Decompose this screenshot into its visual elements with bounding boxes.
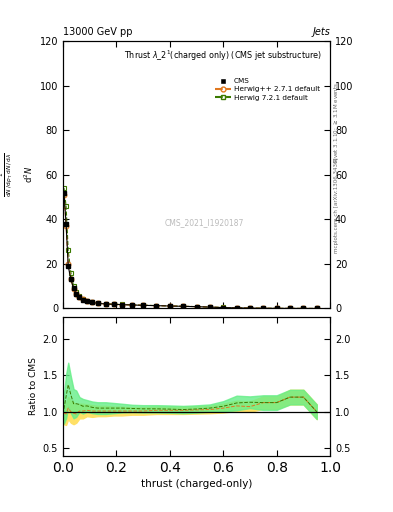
Text: mcplots.cern.ch [arXiv:1306.3436]: mcplots.cern.ch [arXiv:1306.3436]	[334, 157, 338, 252]
Y-axis label: $\frac{1}{\mathrm{d}N\,/\,\mathrm{d}p_\mathrm{T}\;\mathrm{d}N\,/\,\mathrm{d}\lam: $\frac{1}{\mathrm{d}N\,/\,\mathrm{d}p_\m…	[0, 152, 35, 197]
Text: CMS_2021_I1920187: CMS_2021_I1920187	[165, 218, 244, 227]
Text: Thrust $\lambda$_2$^1$(charged only) (CMS jet substructure): Thrust $\lambda$_2$^1$(charged only) (CM…	[124, 49, 322, 63]
Legend: CMS, Herwig++ 2.7.1 default, Herwig 7.2.1 default: CMS, Herwig++ 2.7.1 default, Herwig 7.2.…	[213, 77, 321, 102]
Text: 13000 GeV pp: 13000 GeV pp	[63, 27, 132, 37]
Text: Jets: Jets	[312, 27, 330, 37]
Y-axis label: Ratio to CMS: Ratio to CMS	[29, 357, 39, 415]
X-axis label: thrust (charged-only): thrust (charged-only)	[141, 479, 252, 489]
Text: Rivet 3.1.10; $\geq$ 3.1M events: Rivet 3.1.10; $\geq$ 3.1M events	[332, 82, 340, 163]
